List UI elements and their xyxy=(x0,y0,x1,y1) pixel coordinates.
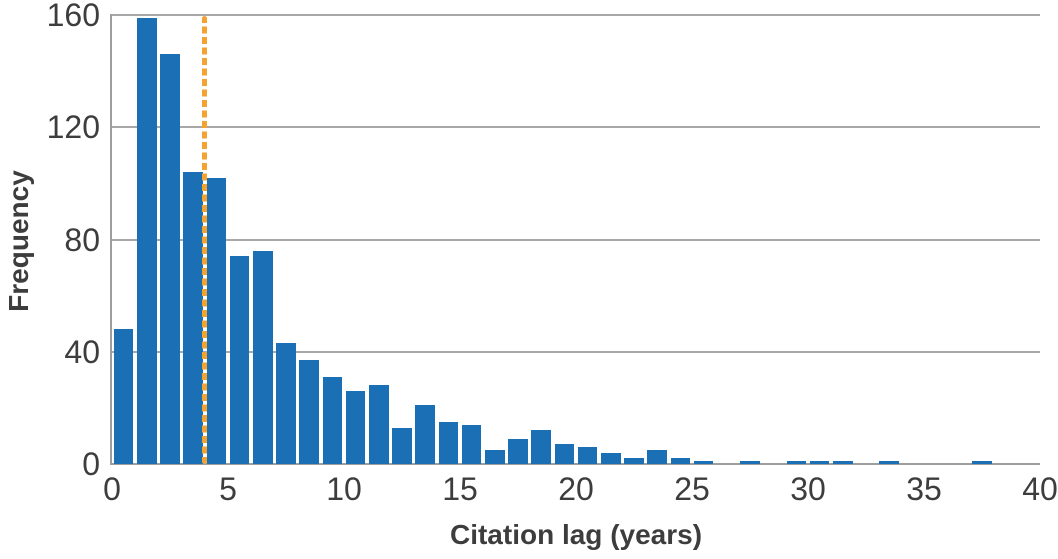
histogram-bar xyxy=(809,461,830,464)
histogram-bar xyxy=(879,461,900,464)
histogram-bar xyxy=(600,452,621,464)
histogram-bar xyxy=(322,377,343,464)
y-tick-label: 120 xyxy=(46,109,100,146)
histogram-bar xyxy=(624,458,644,464)
x-tick-label: 5 xyxy=(219,471,237,507)
gridline-40 xyxy=(112,350,1040,353)
histogram-bar xyxy=(508,438,528,464)
histogram-bar xyxy=(693,461,714,464)
x-tick-label: 10 xyxy=(326,471,362,507)
histogram-bar xyxy=(299,360,320,464)
x-tick-label: 40 xyxy=(1022,471,1058,507)
histogram-bar xyxy=(577,447,598,464)
x-axis-line xyxy=(110,463,1040,465)
histogram-bar xyxy=(554,444,575,464)
histogram-bar xyxy=(206,177,227,464)
median-line xyxy=(202,16,208,464)
histogram-bar xyxy=(647,449,668,464)
histogram-bar xyxy=(183,172,204,464)
x-tick-label: 20 xyxy=(558,471,594,507)
y-tick-label: 80 xyxy=(64,221,100,258)
y-axis-line xyxy=(110,14,112,465)
x-tick-label: 35 xyxy=(906,471,942,507)
histogram-bar xyxy=(276,343,296,464)
y-tick-label: 0 xyxy=(82,446,100,482)
x-axis-title: Citation lag (years) xyxy=(449,519,703,550)
histogram-bar xyxy=(484,449,505,464)
histogram-bar xyxy=(392,427,412,464)
histogram-bar xyxy=(670,458,691,464)
histogram-bar xyxy=(461,424,482,464)
y-tick-label: 40 xyxy=(64,333,100,370)
histogram-bar xyxy=(415,405,436,464)
histogram-bar xyxy=(113,329,134,464)
x-tick-label: 0 xyxy=(103,471,121,507)
histogram-bar xyxy=(531,430,552,464)
histogram-bar xyxy=(136,17,157,464)
histogram-bar xyxy=(832,461,853,464)
y-tick-label: 160 xyxy=(46,0,100,33)
histogram-bar xyxy=(972,461,992,464)
histogram-bar xyxy=(252,250,273,464)
gridline-160 xyxy=(112,14,1040,16)
gridline-120 xyxy=(112,126,1040,129)
histogram-bar xyxy=(368,385,389,464)
histogram-bar xyxy=(229,256,250,464)
histogram-bar xyxy=(786,461,807,464)
histogram-bar xyxy=(438,421,459,464)
histogram-bar xyxy=(160,54,180,464)
plot-area xyxy=(110,14,1040,465)
x-tick-label: 25 xyxy=(674,471,710,507)
x-tick-label: 30 xyxy=(790,471,826,507)
gridline-80 xyxy=(112,238,1040,241)
histogram-bar xyxy=(740,461,760,464)
histogram-bar xyxy=(345,391,366,464)
x-tick-label: 15 xyxy=(442,471,478,507)
